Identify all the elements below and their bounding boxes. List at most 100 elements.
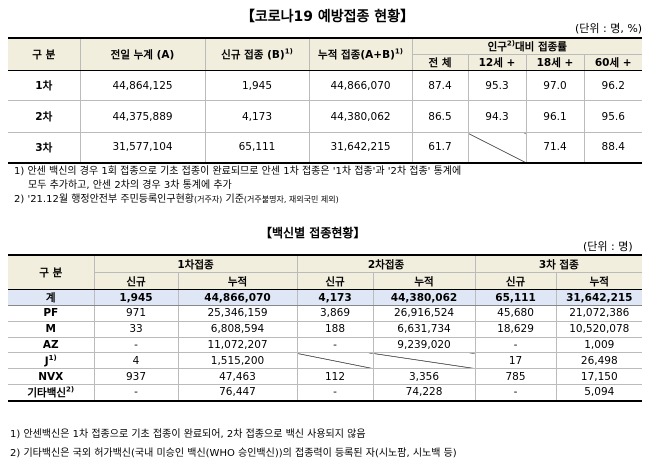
note-vaccine-1: 1) 안센백신은 1차 접종으로 기초 접종이 완료되어, 2차 접종으로 백신… — [10, 429, 366, 440]
d1-cum: 47,463 — [177, 368, 298, 385]
unit-label-2: (단위 : 명) — [583, 240, 633, 253]
d1-new: 4 — [93, 352, 178, 370]
header-gubun: 구 분 — [8, 38, 80, 71]
table-row-total: 계 1,945 44,866,070 4,173 44,380,062 65,1… — [8, 289, 643, 306]
age60-ratio: 96.2 — [583, 70, 642, 101]
header-d3-new: 신규 — [474, 272, 557, 290]
age12-ratio: 95.3 — [467, 70, 526, 101]
age18-ratio: 96.1 — [525, 100, 584, 133]
vaccination-status-title: 【코로나19 예방접종 현황】 — [240, 9, 415, 25]
d2-new: - — [296, 337, 374, 354]
unit-label: (단위 : 명, %) — [575, 22, 643, 35]
cum-value: 44,380,062 — [308, 100, 412, 133]
table-row: PF 971 25,346,159 3,869 26,916,524 45,68… — [8, 305, 643, 322]
d1-new: 1,945 — [93, 289, 178, 306]
d2-cum: 6,631,734 — [372, 321, 476, 338]
d3-cum: 26,498 — [555, 352, 643, 370]
d3-cum: 5,094 — [555, 384, 643, 401]
prev-value: 44,375,889 — [79, 100, 205, 133]
row-label: 1차 — [8, 70, 80, 101]
d2-new: 188 — [296, 321, 374, 338]
age12-ratio-empty — [467, 132, 526, 163]
new-value: 1,945 — [204, 70, 309, 101]
header-gubun: 구 분 — [8, 255, 94, 290]
row-label: J1) — [8, 352, 94, 370]
header-age60: 60세 + — [583, 54, 642, 71]
header-d1-cum: 누적 — [177, 272, 298, 290]
row-label: AZ — [8, 337, 94, 354]
cum-value: 31,642,215 — [308, 132, 412, 163]
header-dose1: 1차접종 — [93, 255, 298, 273]
d2-new-empty — [296, 352, 374, 370]
d3-new: 18,629 — [474, 321, 557, 338]
d1-new: 937 — [93, 368, 178, 385]
header-d3-cum: 누적 — [555, 272, 643, 290]
d1-cum: 1,515,200 — [177, 352, 298, 370]
d3-cum: 31,642,215 — [555, 289, 643, 306]
d2-new: 112 — [296, 368, 374, 385]
d1-new: - — [93, 337, 178, 354]
row-label: M — [8, 321, 94, 338]
row-label: 기타백신2) — [27, 385, 75, 399]
d1-new: - — [93, 384, 178, 401]
age60-ratio: 95.6 — [583, 100, 642, 133]
row-label: NVX — [8, 368, 94, 385]
d3-cum: 10,520,078 — [555, 321, 643, 338]
table-row: 기타백신2) - 76,447 - 74,228 - 5,094 — [8, 384, 643, 401]
table-row: J1) 4 1,515,200 17 26,498 — [8, 352, 643, 370]
d3-new: 45,680 — [474, 305, 557, 322]
d3-new: 785 — [474, 368, 557, 385]
header-ratio-group: 인구2)대비 접종률 — [411, 38, 642, 55]
d3-new: - — [474, 384, 557, 401]
d3-cum: 1,009 — [555, 337, 643, 354]
age18-ratio: 97.0 — [525, 70, 584, 101]
row-label: 2차 — [8, 100, 80, 133]
d2-cum: 9,239,020 — [372, 337, 476, 354]
d3-new: 17 — [474, 352, 557, 370]
d1-new: 971 — [93, 305, 178, 322]
d2-cum: 74,228 — [372, 384, 476, 401]
all-ratio: 61.7 — [411, 132, 468, 163]
header-all: 전 체 — [411, 54, 468, 71]
age12-ratio: 94.3 — [467, 100, 526, 133]
header-d2-new: 신규 — [296, 272, 374, 290]
d2-new: 3,869 — [296, 305, 374, 322]
row-label: PF — [8, 305, 94, 322]
note-2: 2) '21.12월 행정안전부 주민등록인구현황(거주자) 기준(거주불명자,… — [14, 194, 339, 205]
new-value: 65,111 — [204, 132, 309, 163]
table-row: 1차 44,864,125 1,945 44,866,070 87.4 95.3… — [8, 70, 642, 101]
all-ratio: 86.5 — [411, 100, 468, 133]
header-prev-total: 전일 누계 (A) — [79, 38, 205, 71]
all-ratio: 87.4 — [411, 70, 468, 101]
row-label: 3차 — [35, 141, 53, 154]
d1-cum: 44,866,070 — [177, 289, 298, 306]
new-value: 4,173 — [204, 100, 309, 133]
header-cumulative: 누적 접종(A+B)1) — [308, 38, 412, 71]
age18-ratio: 71.4 — [525, 132, 584, 163]
d1-cum: 6,808,594 — [177, 321, 298, 338]
header-age18: 18세 + — [525, 54, 584, 71]
header-dose2: 2차접종 — [296, 255, 476, 273]
table-row: 2차 44,375,889 4,173 44,380,062 86.5 94.3… — [8, 100, 642, 133]
d2-cum: 26,916,524 — [372, 305, 476, 322]
d3-cum: 17,150 — [555, 368, 643, 385]
header-age12: 12세 + — [467, 54, 526, 71]
age60-ratio: 88.4 — [583, 132, 642, 163]
d2-new: 4,173 — [296, 289, 374, 306]
d1-new: 33 — [93, 321, 178, 338]
vaccine-status-title: 【백신별 접종현황】 — [260, 226, 366, 240]
d1-cum: 25,346,159 — [177, 305, 298, 322]
header-d1-new: 신규 — [93, 272, 178, 290]
vaccination-status-table: 구 분 전일 누계 (A) 신규 접종 (B)1) 누적 접종(A+B)1) 인… — [8, 37, 642, 164]
table-row: NVX 937 47,463 112 3,356 785 17,150 — [8, 368, 643, 385]
prev-value: 44,864,125 — [79, 70, 205, 101]
d1-cum: 76,447 — [177, 384, 298, 401]
note-vaccine-2: 2) 기타백신은 국외 허가백신(국내 미승인 백신(WHO 승인백신))의 접… — [10, 448, 457, 459]
header-dose3: 3차 접종 — [474, 255, 643, 273]
note-1a: 1) 안센 백신의 경우 1회 접종으로 기초 접종이 완료되므로 안센 1차 … — [14, 166, 462, 177]
header-new: 신규 접종 (B)1) — [204, 38, 309, 71]
table-row: 3차 31,577,104 65,111 31,642,215 61.7 71.… — [8, 132, 642, 163]
cum-value: 44,866,070 — [308, 70, 412, 101]
table-row: M 33 6,808,594 188 6,631,734 18,629 10,5… — [8, 321, 643, 338]
note-1b: 모두 추가하고, 안센 2차의 경우 3차 통계에 추가 — [28, 180, 232, 191]
